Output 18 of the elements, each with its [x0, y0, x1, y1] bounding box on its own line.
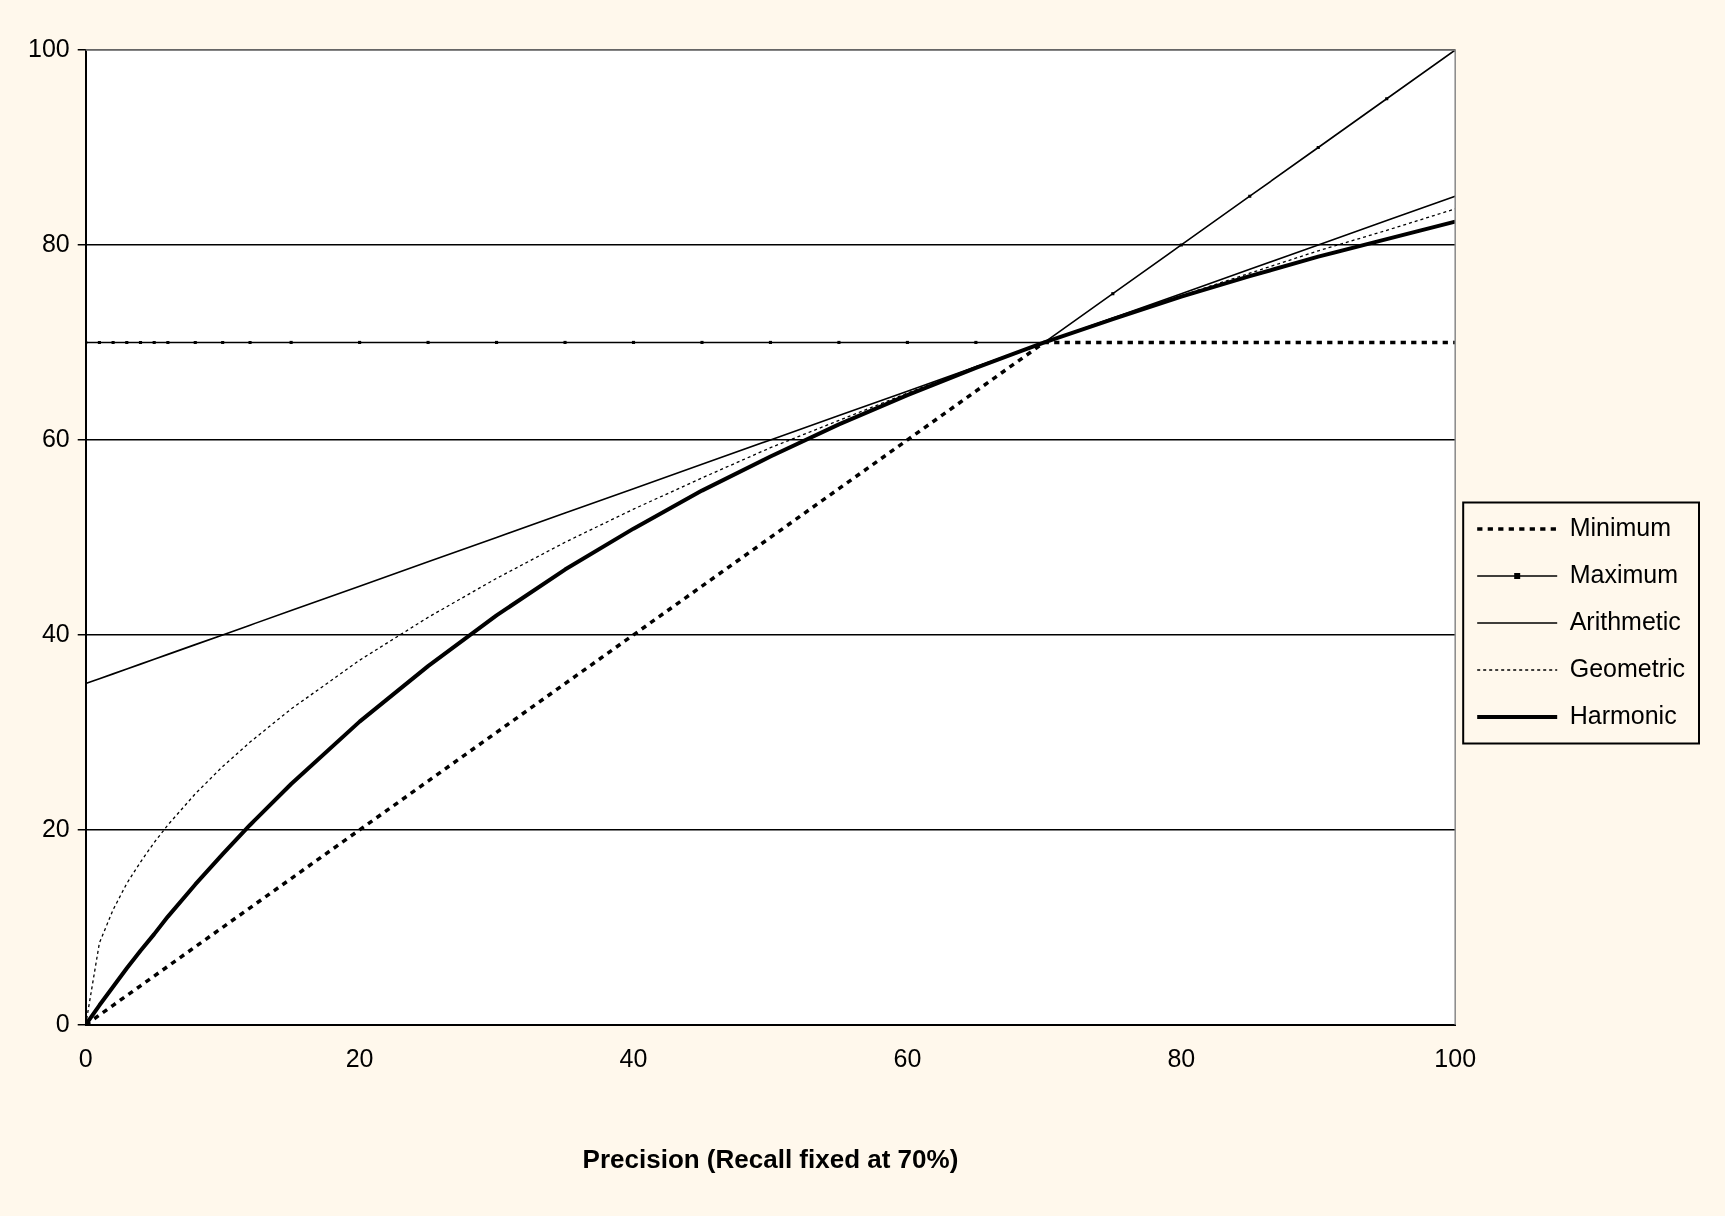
y-tick-label: 80 [41, 228, 70, 257]
x-tick-label: 100 [1434, 1043, 1477, 1072]
y-tick-label: 40 [41, 618, 70, 647]
x-tick-label: 20 [345, 1043, 374, 1072]
legend-label: Maximum [1569, 559, 1679, 588]
x-tick-label: 40 [619, 1043, 648, 1072]
x-tick-label: 0 [78, 1043, 93, 1072]
legend-label: Geometric [1569, 653, 1685, 682]
y-tick-label: 60 [41, 423, 70, 452]
x-axis-title: Precision (Recall fixed at 70%) [582, 1143, 959, 1174]
x-tick-label: 80 [1167, 1043, 1196, 1072]
y-tick-label: 0 [55, 1008, 70, 1037]
legend-label: Minimum [1569, 512, 1672, 541]
x-tick-label: 60 [893, 1043, 922, 1072]
legend-label: Harmonic [1569, 700, 1677, 729]
y-tick-label: 20 [41, 813, 70, 842]
legend-label: Arithmetic [1569, 606, 1681, 635]
y-tick-label: 100 [27, 33, 70, 62]
